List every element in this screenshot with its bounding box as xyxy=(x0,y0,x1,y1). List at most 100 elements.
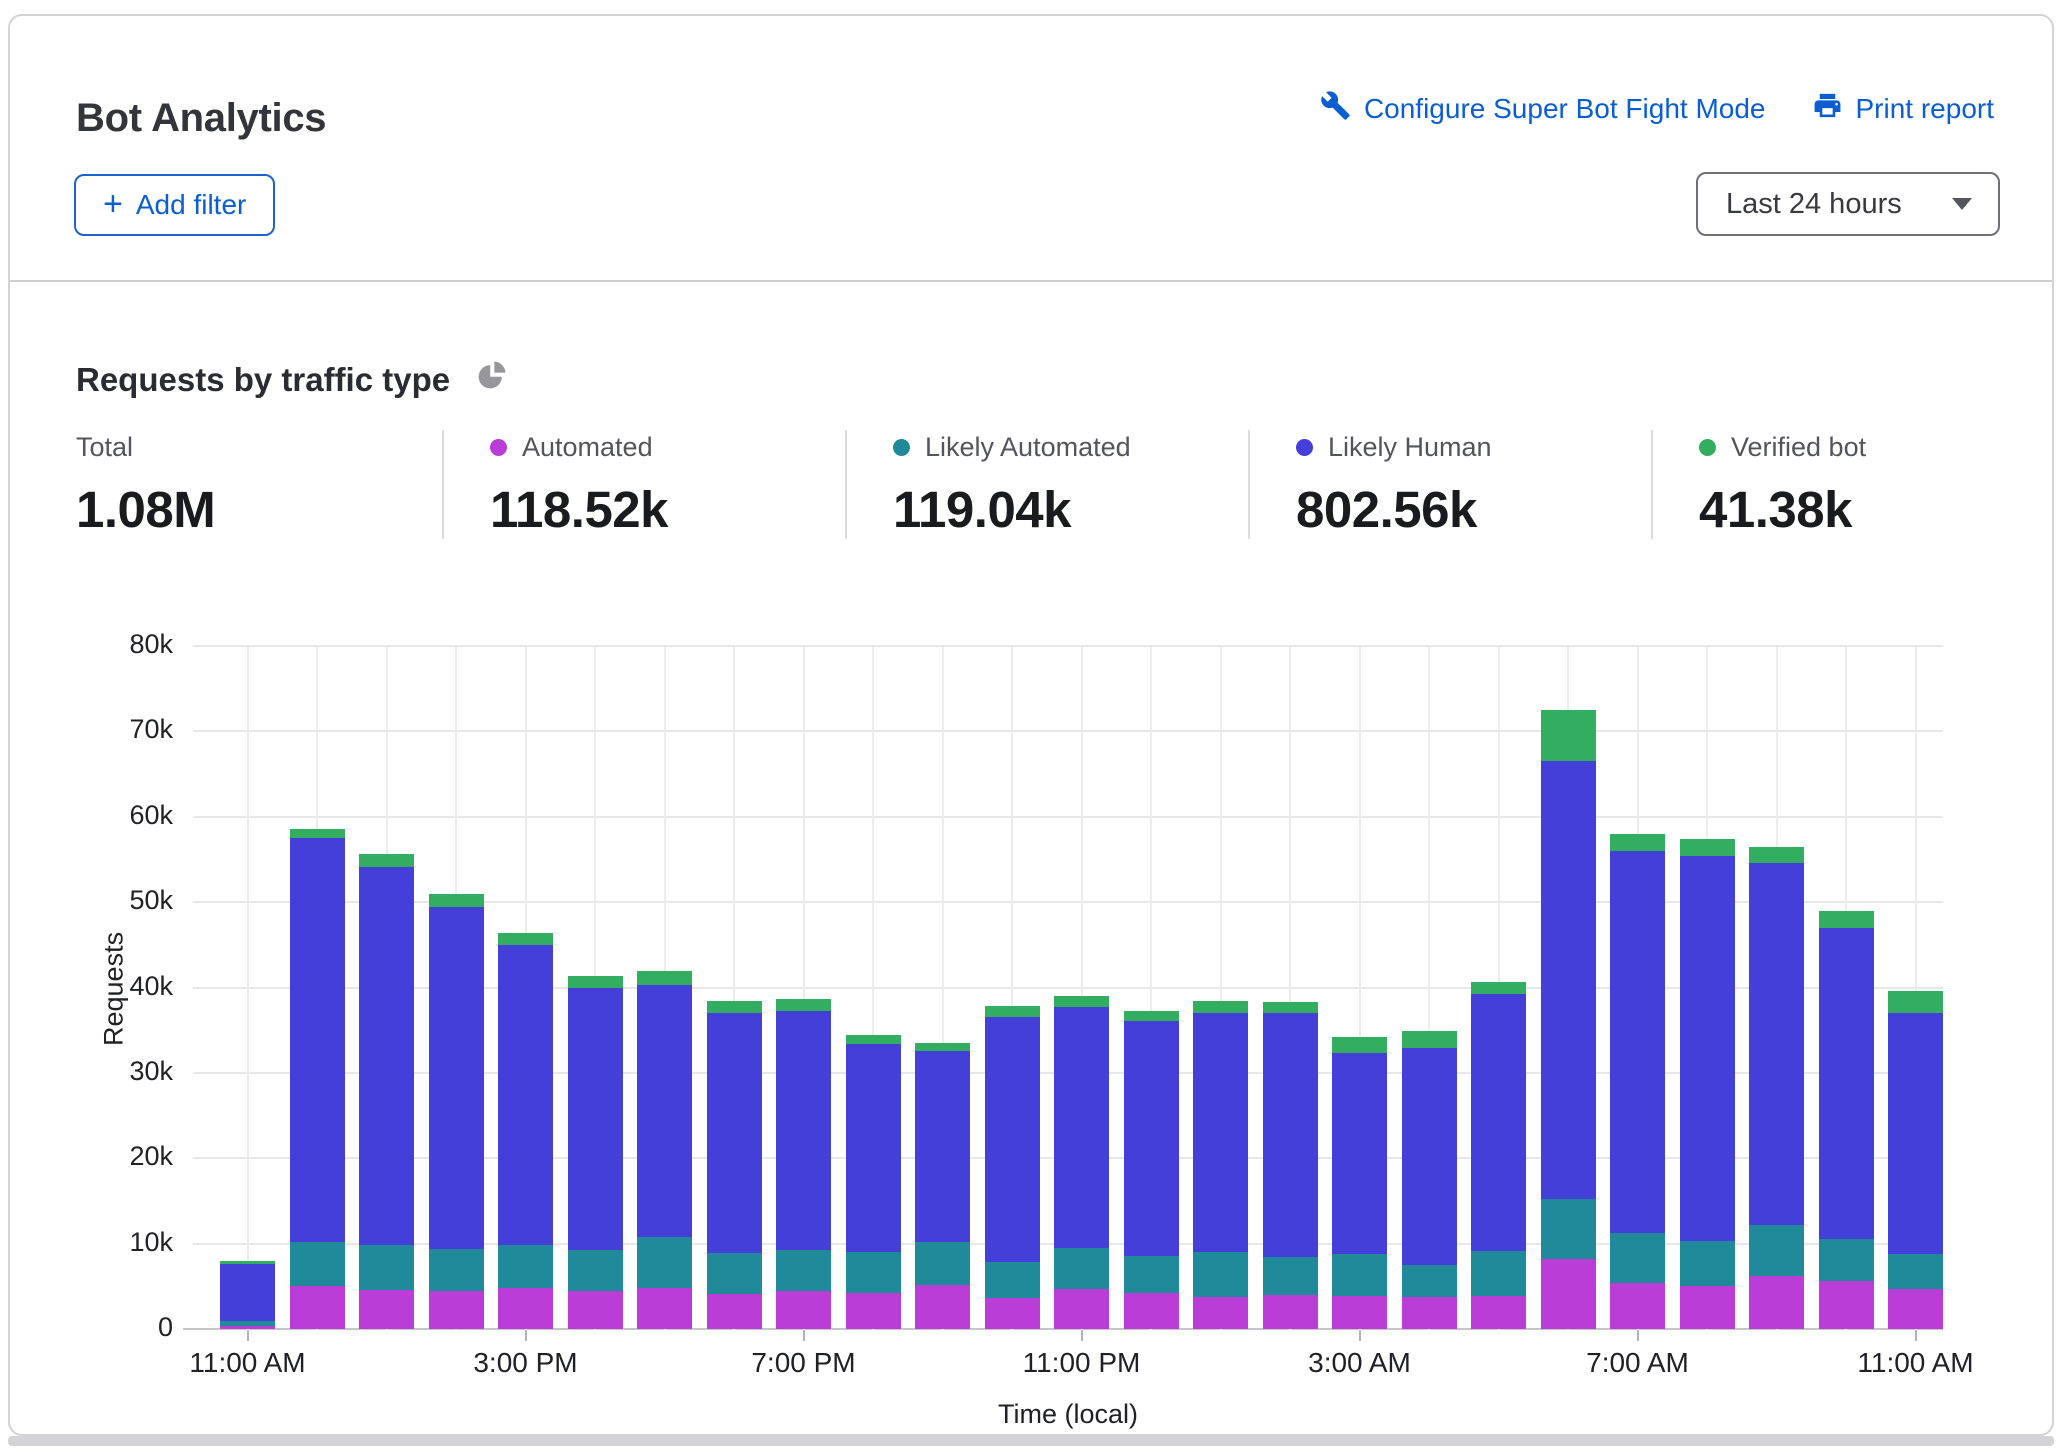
bar-1000pm[interactable] xyxy=(985,1006,1040,1329)
segment-likely-automated xyxy=(1263,1257,1318,1295)
bar-1100am[interactable] xyxy=(220,1261,275,1329)
segment-automated xyxy=(915,1285,970,1329)
segment-automated xyxy=(1819,1281,1874,1329)
y-tick-label: 0 xyxy=(83,1312,173,1343)
bot-analytics-page: { "header": { "title": "Bot Analytics", … xyxy=(0,0,2062,1450)
bar-300pm[interactable] xyxy=(498,933,553,1329)
segment-likely-human xyxy=(1054,1007,1109,1248)
stat-label: Likely Human xyxy=(1328,432,1492,463)
stat-label: Likely Automated xyxy=(925,432,1131,463)
segment-verified-bot xyxy=(429,894,484,908)
chevron-down-icon xyxy=(1952,198,1972,210)
bar-700pm[interactable] xyxy=(776,999,831,1329)
stat-label: Verified bot xyxy=(1731,432,1866,463)
segment-likely-human xyxy=(1193,1013,1248,1252)
segment-likely-human xyxy=(290,838,345,1242)
segment-likely-human xyxy=(1888,1013,1943,1254)
page-title: Bot Analytics xyxy=(76,96,326,141)
print-report-link[interactable]: Print report xyxy=(1812,90,1995,128)
segment-automated xyxy=(568,1291,623,1329)
segment-likely-automated xyxy=(915,1242,970,1285)
y-tick-label: 50k xyxy=(83,885,173,916)
segment-likely-human xyxy=(707,1013,762,1253)
segment-likely-automated xyxy=(1402,1265,1457,1297)
bar-1200pm[interactable] xyxy=(290,829,345,1329)
segment-likely-automated xyxy=(846,1252,901,1293)
segment-automated xyxy=(707,1294,762,1329)
bar-900am[interactable] xyxy=(1749,847,1804,1329)
segment-automated xyxy=(359,1290,414,1329)
segment-automated xyxy=(776,1291,831,1329)
stat-value: 119.04k xyxy=(893,480,1248,539)
segment-likely-human xyxy=(637,985,692,1237)
segment-verified-bot xyxy=(359,854,414,867)
bar-700am[interactable] xyxy=(1610,834,1665,1329)
y-tick-label: 60k xyxy=(83,800,173,831)
segment-automated xyxy=(1193,1297,1248,1329)
bar-300am[interactable] xyxy=(1332,1037,1387,1329)
y-tick-label: 80k xyxy=(83,629,173,660)
bar-400pm[interactable] xyxy=(568,976,623,1329)
segment-likely-human xyxy=(985,1017,1040,1262)
segment-automated xyxy=(290,1286,345,1330)
segment-automated xyxy=(637,1288,692,1329)
segment-verified-bot xyxy=(1888,991,1943,1013)
configure-super-bot-fight-mode-link[interactable]: Configure Super Bot Fight Mode xyxy=(1320,90,1766,128)
segment-automated xyxy=(1749,1276,1804,1329)
segment-likely-automated xyxy=(1124,1256,1179,1294)
bar-200am[interactable] xyxy=(1263,1002,1318,1329)
time-range-select[interactable]: Last 24 hours xyxy=(1696,172,2000,236)
segment-automated xyxy=(220,1326,275,1329)
segment-verified-bot xyxy=(1263,1002,1318,1013)
likely-human-legend-dot xyxy=(1296,439,1313,456)
add-filter-button[interactable]: + Add filter xyxy=(74,174,275,236)
bar-200pm[interactable] xyxy=(429,894,484,1329)
segment-likely-human xyxy=(776,1011,831,1250)
bar-500pm[interactable] xyxy=(637,971,692,1329)
segment-likely-human xyxy=(1471,994,1526,1251)
segment-automated xyxy=(985,1298,1040,1329)
bar-100am[interactable] xyxy=(1193,1001,1248,1329)
stat-label: Automated xyxy=(522,432,653,463)
segment-verified-bot xyxy=(1471,982,1526,994)
bar-800am[interactable] xyxy=(1680,839,1735,1329)
segment-likely-human xyxy=(1332,1053,1387,1254)
verified-bot-legend-dot xyxy=(1699,439,1716,456)
bar-100pm[interactable] xyxy=(359,854,414,1329)
segment-likely-human xyxy=(1402,1048,1457,1265)
bar-1100pm[interactable] xyxy=(1054,996,1109,1329)
segment-likely-human xyxy=(1541,761,1596,1199)
bar-400am[interactable] xyxy=(1402,1031,1457,1329)
x-tick-label: 7:00 PM xyxy=(684,1347,924,1379)
segment-likely-human xyxy=(1680,856,1735,1241)
bar-600pm[interactable] xyxy=(707,1001,762,1329)
segment-verified-bot xyxy=(846,1035,901,1044)
segment-automated xyxy=(1680,1286,1735,1329)
bar-1100am[interactable] xyxy=(1888,991,1943,1329)
segment-verified-bot xyxy=(1680,839,1735,856)
bar-1200am[interactable] xyxy=(1124,1011,1179,1329)
bar-600am[interactable] xyxy=(1541,710,1596,1329)
segment-automated xyxy=(498,1288,553,1329)
x-tick-label: 3:00 AM xyxy=(1240,1347,1480,1379)
stat-automated: Automated 118.52k xyxy=(442,430,845,539)
bar-900pm[interactable] xyxy=(915,1043,970,1329)
segment-likely-automated xyxy=(1819,1239,1874,1281)
stat-value: 1.08M xyxy=(76,480,442,539)
segment-verified-bot xyxy=(1193,1001,1248,1013)
segment-verified-bot xyxy=(290,829,345,838)
y-tick-label: 70k xyxy=(83,714,173,745)
traffic-type-stats: Total 1.08M Automated 118.52k Likely Aut… xyxy=(76,430,2054,539)
stat-likely-human: Likely Human 802.56k xyxy=(1248,430,1651,539)
bar-500am[interactable] xyxy=(1471,982,1526,1329)
segment-automated xyxy=(846,1293,901,1329)
bar-800pm[interactable] xyxy=(846,1035,901,1329)
time-range-value: Last 24 hours xyxy=(1726,188,1902,221)
segment-verified-bot xyxy=(707,1001,762,1013)
segment-likely-human xyxy=(915,1051,970,1242)
x-tick-label: 11:00 AM xyxy=(128,1347,368,1379)
bar-1000am[interactable] xyxy=(1819,911,1874,1329)
x-tick-label: 11:00 AM xyxy=(1796,1347,2036,1379)
segment-verified-bot xyxy=(985,1006,1040,1017)
x-tick xyxy=(1081,1330,1083,1341)
